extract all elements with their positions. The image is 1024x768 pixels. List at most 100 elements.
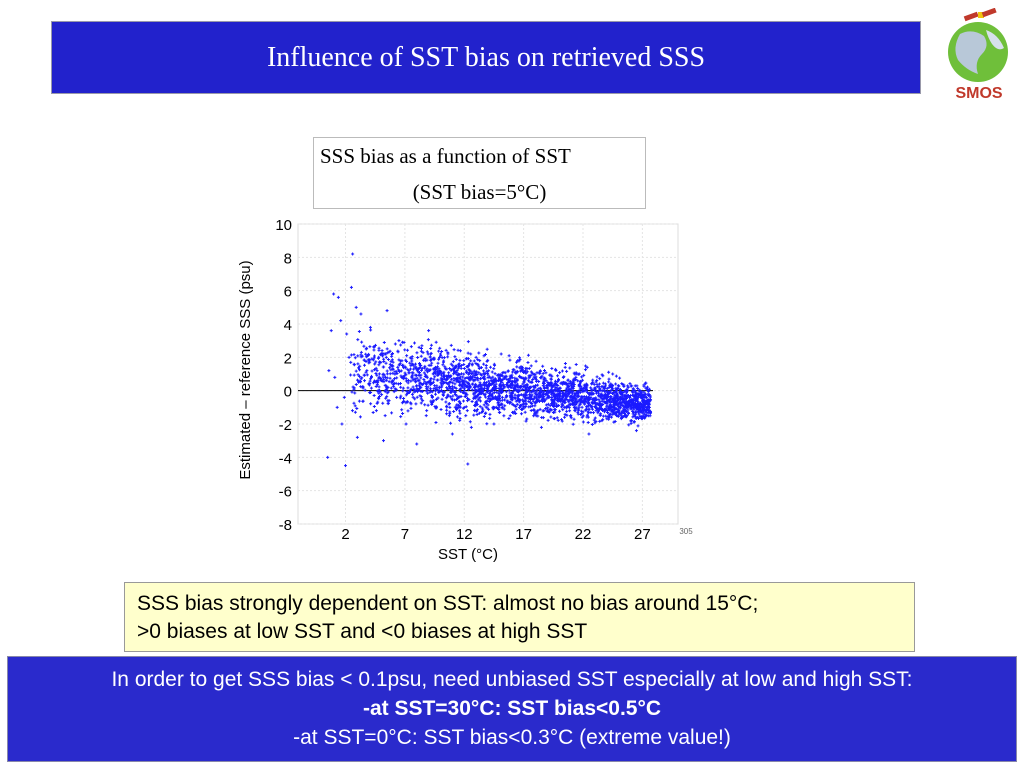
data-point xyxy=(434,397,438,401)
data-point xyxy=(548,390,552,394)
data-point xyxy=(492,383,496,387)
data-point xyxy=(606,411,610,415)
data-point xyxy=(397,358,401,362)
data-point xyxy=(393,372,397,376)
data-point xyxy=(403,348,407,352)
data-point xyxy=(413,341,417,345)
data-point xyxy=(561,382,565,386)
data-point xyxy=(478,404,482,408)
globe-icon xyxy=(948,22,1008,82)
data-point xyxy=(537,395,541,399)
data-point xyxy=(366,358,370,362)
data-point xyxy=(502,414,506,418)
data-point xyxy=(497,403,501,407)
data-point xyxy=(556,399,560,403)
data-point xyxy=(533,376,537,380)
data-point xyxy=(603,385,607,389)
data-point xyxy=(581,420,585,424)
data-point xyxy=(589,411,593,415)
data-point xyxy=(356,362,360,366)
data-point xyxy=(474,388,478,392)
data-point xyxy=(420,366,424,370)
data-point xyxy=(369,328,373,332)
data-point xyxy=(583,401,587,405)
data-point xyxy=(415,376,419,380)
data-point xyxy=(479,390,483,394)
data-point xyxy=(567,385,571,389)
data-point xyxy=(472,397,476,401)
data-point xyxy=(401,389,405,393)
data-point xyxy=(614,403,618,407)
data-point xyxy=(421,382,425,386)
data-point xyxy=(504,374,508,378)
data-point xyxy=(642,384,646,388)
data-point xyxy=(467,398,471,402)
data-point xyxy=(358,415,362,419)
data-point xyxy=(387,380,391,384)
data-point xyxy=(389,359,393,363)
data-point xyxy=(444,348,448,352)
data-point xyxy=(607,380,611,384)
data-point xyxy=(602,387,606,391)
data-point xyxy=(494,379,498,383)
data-point xyxy=(487,369,491,373)
data-point xyxy=(406,368,410,372)
data-point xyxy=(357,374,361,378)
data-point xyxy=(349,353,353,357)
data-point xyxy=(539,388,543,392)
data-point xyxy=(419,354,423,358)
data-point xyxy=(404,422,408,426)
data-point xyxy=(439,371,443,375)
data-point xyxy=(642,392,646,396)
data-point xyxy=(548,404,552,408)
finding-line1: SSS bias strongly dependent on SST: almo… xyxy=(137,592,759,615)
data-point xyxy=(577,372,581,376)
data-point xyxy=(501,374,505,378)
data-point xyxy=(612,420,616,424)
data-point xyxy=(573,401,577,405)
data-point xyxy=(534,384,538,388)
data-point xyxy=(553,408,557,412)
data-point xyxy=(564,392,568,396)
data-point xyxy=(615,411,619,415)
data-point xyxy=(520,403,524,407)
data-point xyxy=(482,362,486,366)
data-point xyxy=(548,407,552,411)
data-point xyxy=(475,408,479,412)
data-point xyxy=(353,410,357,414)
data-point xyxy=(406,386,410,390)
data-point xyxy=(517,359,521,363)
data-point xyxy=(519,366,523,370)
data-point xyxy=(469,385,473,389)
data-point xyxy=(593,421,597,425)
data-point xyxy=(542,399,546,403)
data-point xyxy=(546,418,550,422)
data-point xyxy=(344,464,347,468)
data-point xyxy=(634,396,638,400)
data-point xyxy=(595,383,599,387)
x-tick-label: 7 xyxy=(401,526,409,543)
data-point xyxy=(529,401,533,405)
data-point xyxy=(533,372,537,376)
data-point xyxy=(464,414,468,418)
data-point xyxy=(638,390,642,394)
data-point xyxy=(597,409,601,413)
data-point xyxy=(568,380,572,384)
data-point xyxy=(382,340,386,344)
data-point xyxy=(646,392,650,396)
data-point xyxy=(422,366,426,370)
data-point xyxy=(562,405,566,409)
data-point xyxy=(622,383,626,387)
data-point xyxy=(510,398,514,402)
data-point xyxy=(483,377,487,381)
data-point xyxy=(527,405,531,409)
satellite-icon xyxy=(963,8,997,22)
data-point xyxy=(585,405,589,409)
data-point xyxy=(473,409,477,413)
data-point xyxy=(563,400,567,404)
data-point xyxy=(396,350,400,354)
data-point xyxy=(429,347,433,351)
data-point xyxy=(439,376,443,380)
data-point xyxy=(404,373,408,377)
data-point xyxy=(439,381,443,385)
